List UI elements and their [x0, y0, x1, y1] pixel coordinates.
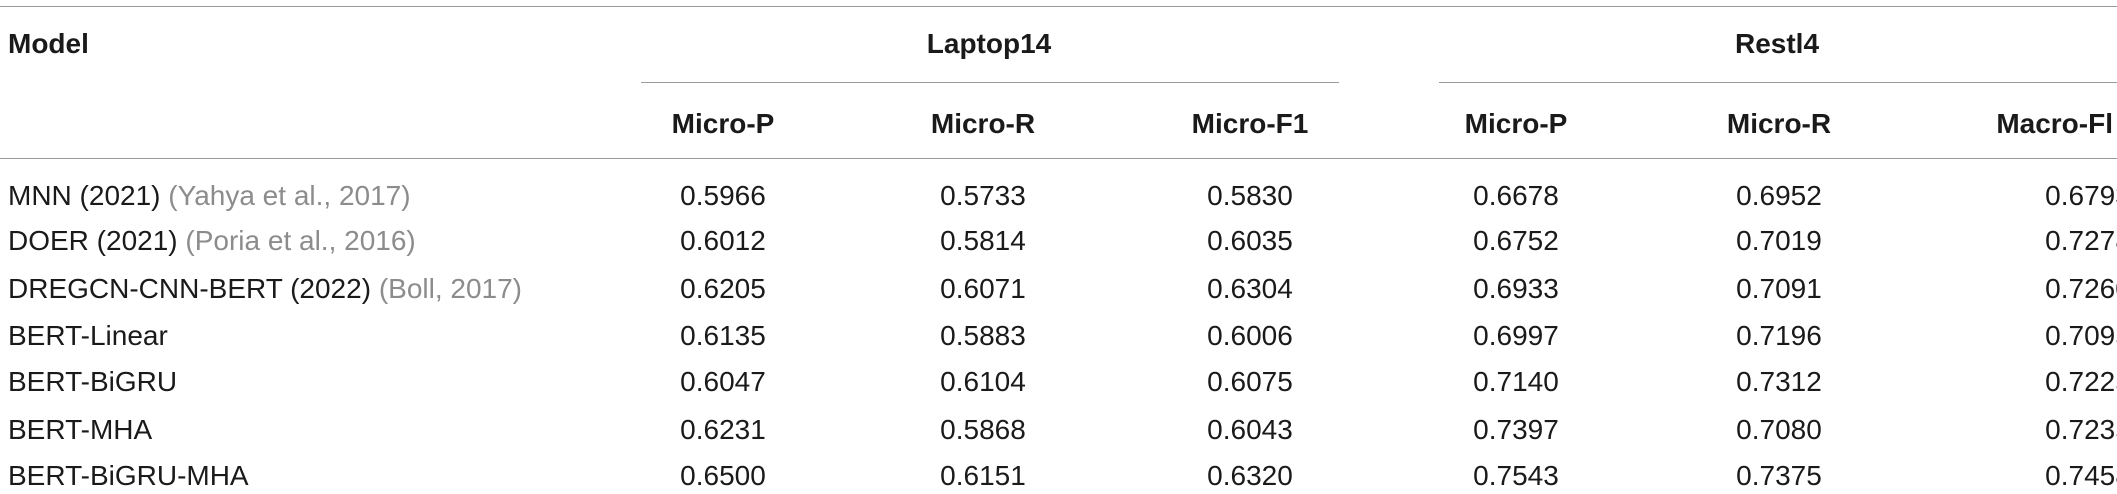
- table-cell: 0.7375: [1736, 460, 1822, 491]
- table-cell: 0.7091: [1736, 273, 1822, 304]
- table-cell: 0.7312: [1736, 366, 1822, 397]
- table-cell: 0.7196: [1736, 320, 1822, 351]
- table-cell: 0.7225: [2045, 366, 2117, 397]
- table-cell: 0.6035: [1207, 225, 1293, 256]
- row-model-name: BERT-MHA: [8, 416, 152, 444]
- row-model-name: BERT-Linear: [8, 322, 168, 350]
- table-cell: 0.5966: [680, 180, 766, 211]
- table-cell: 0.7260: [2045, 273, 2117, 304]
- row-model-name: DOER (2021) (Poria et al., 2016): [8, 227, 416, 255]
- model-label: BERT-Linear: [8, 320, 168, 351]
- model-label: MNN (2021): [8, 180, 161, 211]
- table-cell: 0.6231: [680, 414, 766, 445]
- table-cell: 0.6952: [1736, 180, 1822, 211]
- table-cell: 0.7543: [1473, 460, 1559, 491]
- row-model-name: DREGCN-CNN-BERT (2022) (Boll, 2017): [8, 275, 522, 303]
- table-cell: 0.6320: [1207, 460, 1293, 491]
- row-model-name: BERT-BiGRU-MHA: [8, 462, 249, 490]
- subheader-laptop-micro-r: Micro-R: [930, 108, 1036, 139]
- header-bottom-rule: [0, 158, 2117, 159]
- group-header-laptop14: Laptop14: [926, 28, 1052, 59]
- table-cell: 0.5868: [940, 414, 1026, 445]
- subheader-rest-micro-p: Micro-P: [1464, 108, 1568, 139]
- table-cell: 0.7278: [2045, 225, 2117, 256]
- table-cell: 0.6012: [680, 225, 766, 256]
- table-cell: 0.6043: [1207, 414, 1293, 445]
- subheader-rest-micro-r: Micro-R: [1726, 108, 1832, 139]
- table-cell: 0.7095: [2045, 320, 2117, 351]
- table-cell: 0.6752: [1473, 225, 1559, 256]
- group-header-restl4: Restl4: [1734, 28, 1820, 59]
- subheader-laptop-micro-p: Micro-P: [671, 108, 775, 139]
- table-cell: 0.6151: [940, 460, 1026, 491]
- model-label: DOER (2021): [8, 225, 178, 256]
- table-cell: 0.6104: [940, 366, 1026, 397]
- table-cell: 0.5830: [1207, 180, 1293, 211]
- model-label: DREGCN-CNN-BERT (2022): [8, 273, 372, 304]
- model-label: BERT-MHA: [8, 414, 153, 445]
- row-model-name: MNN (2021) (Yahya et al., 2017): [8, 182, 411, 210]
- table-cell: 0.6793: [2045, 180, 2117, 211]
- model-column-header: Model: [8, 28, 89, 59]
- table-cell: 0.6006: [1207, 320, 1293, 351]
- table-cell: 0.5883: [940, 320, 1026, 351]
- table-cell: 0.6071: [940, 273, 1026, 304]
- model-label: BERT-BiGRU: [8, 366, 178, 397]
- subheader-laptop-micro-f1: Micro-F1: [1191, 108, 1309, 139]
- table-cell: 0.5814: [940, 225, 1026, 256]
- table-cell: 0.6075: [1207, 366, 1293, 397]
- table-cell: 0.7140: [1473, 366, 1559, 397]
- subheader-rest-macro-f1: Macro-Fl: [1996, 108, 2113, 139]
- table-cell: 0.7397: [1473, 414, 1559, 445]
- citation-link[interactable]: (Yahya et al., 2017): [168, 180, 411, 211]
- laptop14-group-rule: [641, 82, 1339, 83]
- table-cell: 0.6933: [1473, 273, 1559, 304]
- restl4-group-rule: [1439, 82, 2117, 83]
- table-cell: 0.7235: [2045, 414, 2117, 445]
- table-cell: 0.6997: [1473, 320, 1559, 351]
- citation-link[interactable]: (Boll, 2017): [378, 273, 522, 304]
- top-rule: [0, 6, 2117, 7]
- table-cell: 0.6678: [1473, 180, 1559, 211]
- table-cell: 0.5733: [940, 180, 1026, 211]
- table-cell: 0.6135: [680, 320, 766, 351]
- table-cell: 0.7019: [1736, 225, 1822, 256]
- table-cell: 0.6304: [1207, 273, 1293, 304]
- model-label: BERT-BiGRU-MHA: [8, 460, 249, 491]
- table-cell: 0.6205: [680, 273, 766, 304]
- table-cell: 0.7080: [1736, 414, 1822, 445]
- table-cell: 0.6500: [680, 460, 766, 491]
- row-model-name: BERT-BiGRU: [8, 368, 177, 396]
- table-cell: 0.7458: [2045, 460, 2117, 491]
- table-cell: 0.6047: [680, 366, 766, 397]
- citation-link[interactable]: (Poria et al., 2016): [185, 225, 416, 256]
